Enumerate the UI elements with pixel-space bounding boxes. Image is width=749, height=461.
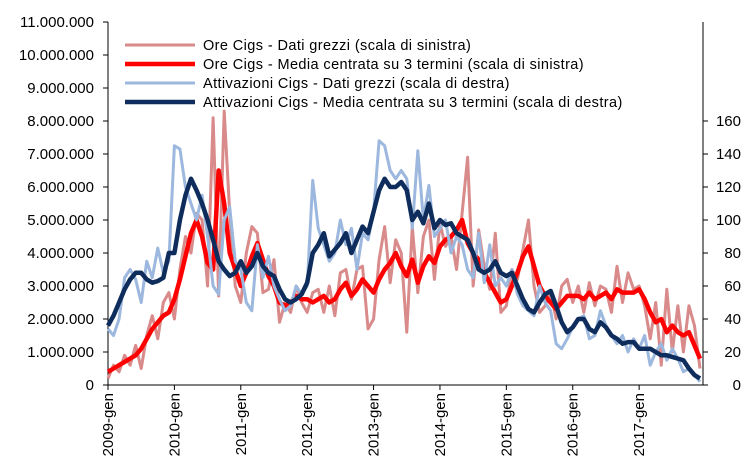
y-tick-label: 1.000.000 <box>27 344 94 361</box>
y-tick-label: 4.000.000 <box>27 245 94 262</box>
x-tick-label: 2015-gen <box>498 393 515 456</box>
x-tick-label: 2014-gen <box>432 393 449 456</box>
legend-label: Attivazioni Cigs - Media centrata su 3 t… <box>203 95 623 111</box>
y-tick-label: 9.000.000 <box>27 80 94 97</box>
legend-label: Attivazioni Cigs - Dati grezzi (scala di… <box>203 76 510 92</box>
y-tick-label: 0 <box>86 377 94 394</box>
y2-tick-label: 20 <box>724 344 741 361</box>
x-tick-label: 2009-gen <box>100 393 117 456</box>
series-line <box>106 139 702 383</box>
series-line <box>106 176 702 381</box>
y-tick-label: 5.000.000 <box>27 212 94 229</box>
x-tick-label: 2010-gen <box>166 393 183 456</box>
y2-tick-label: 140 <box>716 146 741 163</box>
legend-label: Ore Cigs - Media centrata su 3 termini (… <box>203 57 584 73</box>
x-tick-label: 2017-gen <box>631 393 648 456</box>
series-line <box>106 109 702 379</box>
y-tick-label: 10.000.000 <box>19 47 94 64</box>
y2-tick-label: 100 <box>716 212 741 229</box>
y-tick-label: 8.000.000 <box>27 113 94 130</box>
x-tick-label: 2013-gen <box>366 393 383 456</box>
x-tick-label: 2012-gen <box>299 393 316 456</box>
x-tick-label: 2016-gen <box>565 393 582 456</box>
y-tick-label: 2.000.000 <box>27 311 94 328</box>
legend-label: Ore Cigs - Dati grezzi (scala di sinistr… <box>203 38 471 54</box>
y-tick-label: 7.000.000 <box>27 146 94 163</box>
x-tick-label: 2011-gen <box>233 393 250 455</box>
y2-tick-label: 120 <box>716 179 741 196</box>
y2-tick-label: 40 <box>724 311 741 328</box>
series-line <box>106 168 703 374</box>
y2-tick-label: 80 <box>724 245 741 262</box>
y2-tick-label: 0 <box>733 377 741 394</box>
y-tick-label: 3.000.000 <box>27 278 94 295</box>
y2-tick-label: 60 <box>724 278 741 295</box>
y-tick-label: 11.000.000 <box>20 14 94 31</box>
y2-tick-label: 160 <box>716 113 741 130</box>
y-tick-label: 6.000.000 <box>27 179 94 196</box>
